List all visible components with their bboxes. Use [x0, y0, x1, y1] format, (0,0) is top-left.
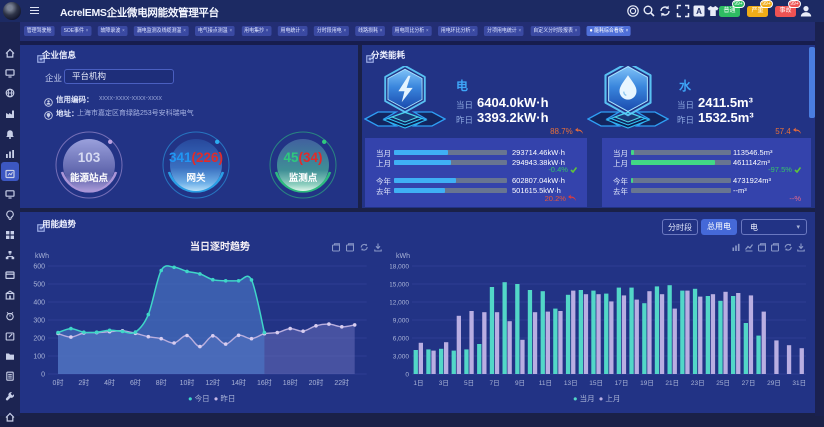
svg-text:0时: 0时 — [53, 378, 64, 387]
svg-text:27日: 27日 — [742, 379, 756, 387]
svg-text:1日: 1日 — [413, 379, 423, 387]
svg-text:9日: 9日 — [515, 379, 525, 387]
svg-text:2时: 2时 — [78, 378, 89, 387]
svg-text:3,000: 3,000 — [393, 354, 410, 361]
svg-text:21日: 21日 — [665, 379, 679, 387]
svg-text:6时: 6时 — [130, 378, 141, 387]
svg-text:29日: 29日 — [767, 379, 781, 387]
svg-text:31日: 31日 — [792, 379, 806, 387]
svg-text:400: 400 — [33, 300, 45, 307]
svg-text:9,000: 9,000 — [393, 318, 410, 325]
svg-text:14时: 14时 — [231, 378, 246, 387]
svg-text:18,000: 18,000 — [390, 264, 409, 271]
svg-text:15日: 15日 — [589, 379, 603, 387]
svg-text:8时: 8时 — [156, 378, 167, 387]
svg-text:22时: 22时 — [334, 378, 349, 387]
svg-text:200: 200 — [33, 336, 45, 343]
svg-text:3日: 3日 — [439, 379, 449, 387]
svg-text:4时: 4时 — [104, 378, 115, 387]
svg-text:10时: 10时 — [180, 378, 195, 387]
svg-text:16时: 16时 — [257, 378, 272, 387]
svg-text:12,000: 12,000 — [390, 300, 409, 307]
svg-text:kWh: kWh — [396, 253, 410, 260]
svg-text:5日: 5日 — [464, 379, 474, 387]
svg-text:19日: 19日 — [640, 379, 654, 387]
svg-text:13日: 13日 — [564, 379, 578, 387]
svg-text:20时: 20时 — [309, 378, 324, 387]
svg-text:18时: 18时 — [283, 378, 298, 387]
svg-text:23日: 23日 — [691, 379, 705, 387]
svg-text:25日: 25日 — [716, 379, 730, 387]
svg-text:kWh: kWh — [35, 253, 49, 260]
svg-text:A: A — [696, 7, 702, 16]
svg-text:0: 0 — [41, 372, 45, 379]
svg-text:6,000: 6,000 — [393, 336, 410, 343]
svg-text:600: 600 — [33, 264, 45, 271]
svg-text:12时: 12时 — [205, 378, 220, 387]
svg-text:0: 0 — [405, 372, 409, 379]
svg-text:300: 300 — [33, 318, 45, 325]
svg-text:100: 100 — [33, 354, 45, 361]
svg-text:15,000: 15,000 — [390, 282, 409, 289]
svg-text:7日: 7日 — [490, 379, 500, 387]
svg-text:500: 500 — [33, 282, 45, 289]
svg-text:11日: 11日 — [539, 379, 552, 387]
svg-text:17日: 17日 — [615, 379, 629, 387]
